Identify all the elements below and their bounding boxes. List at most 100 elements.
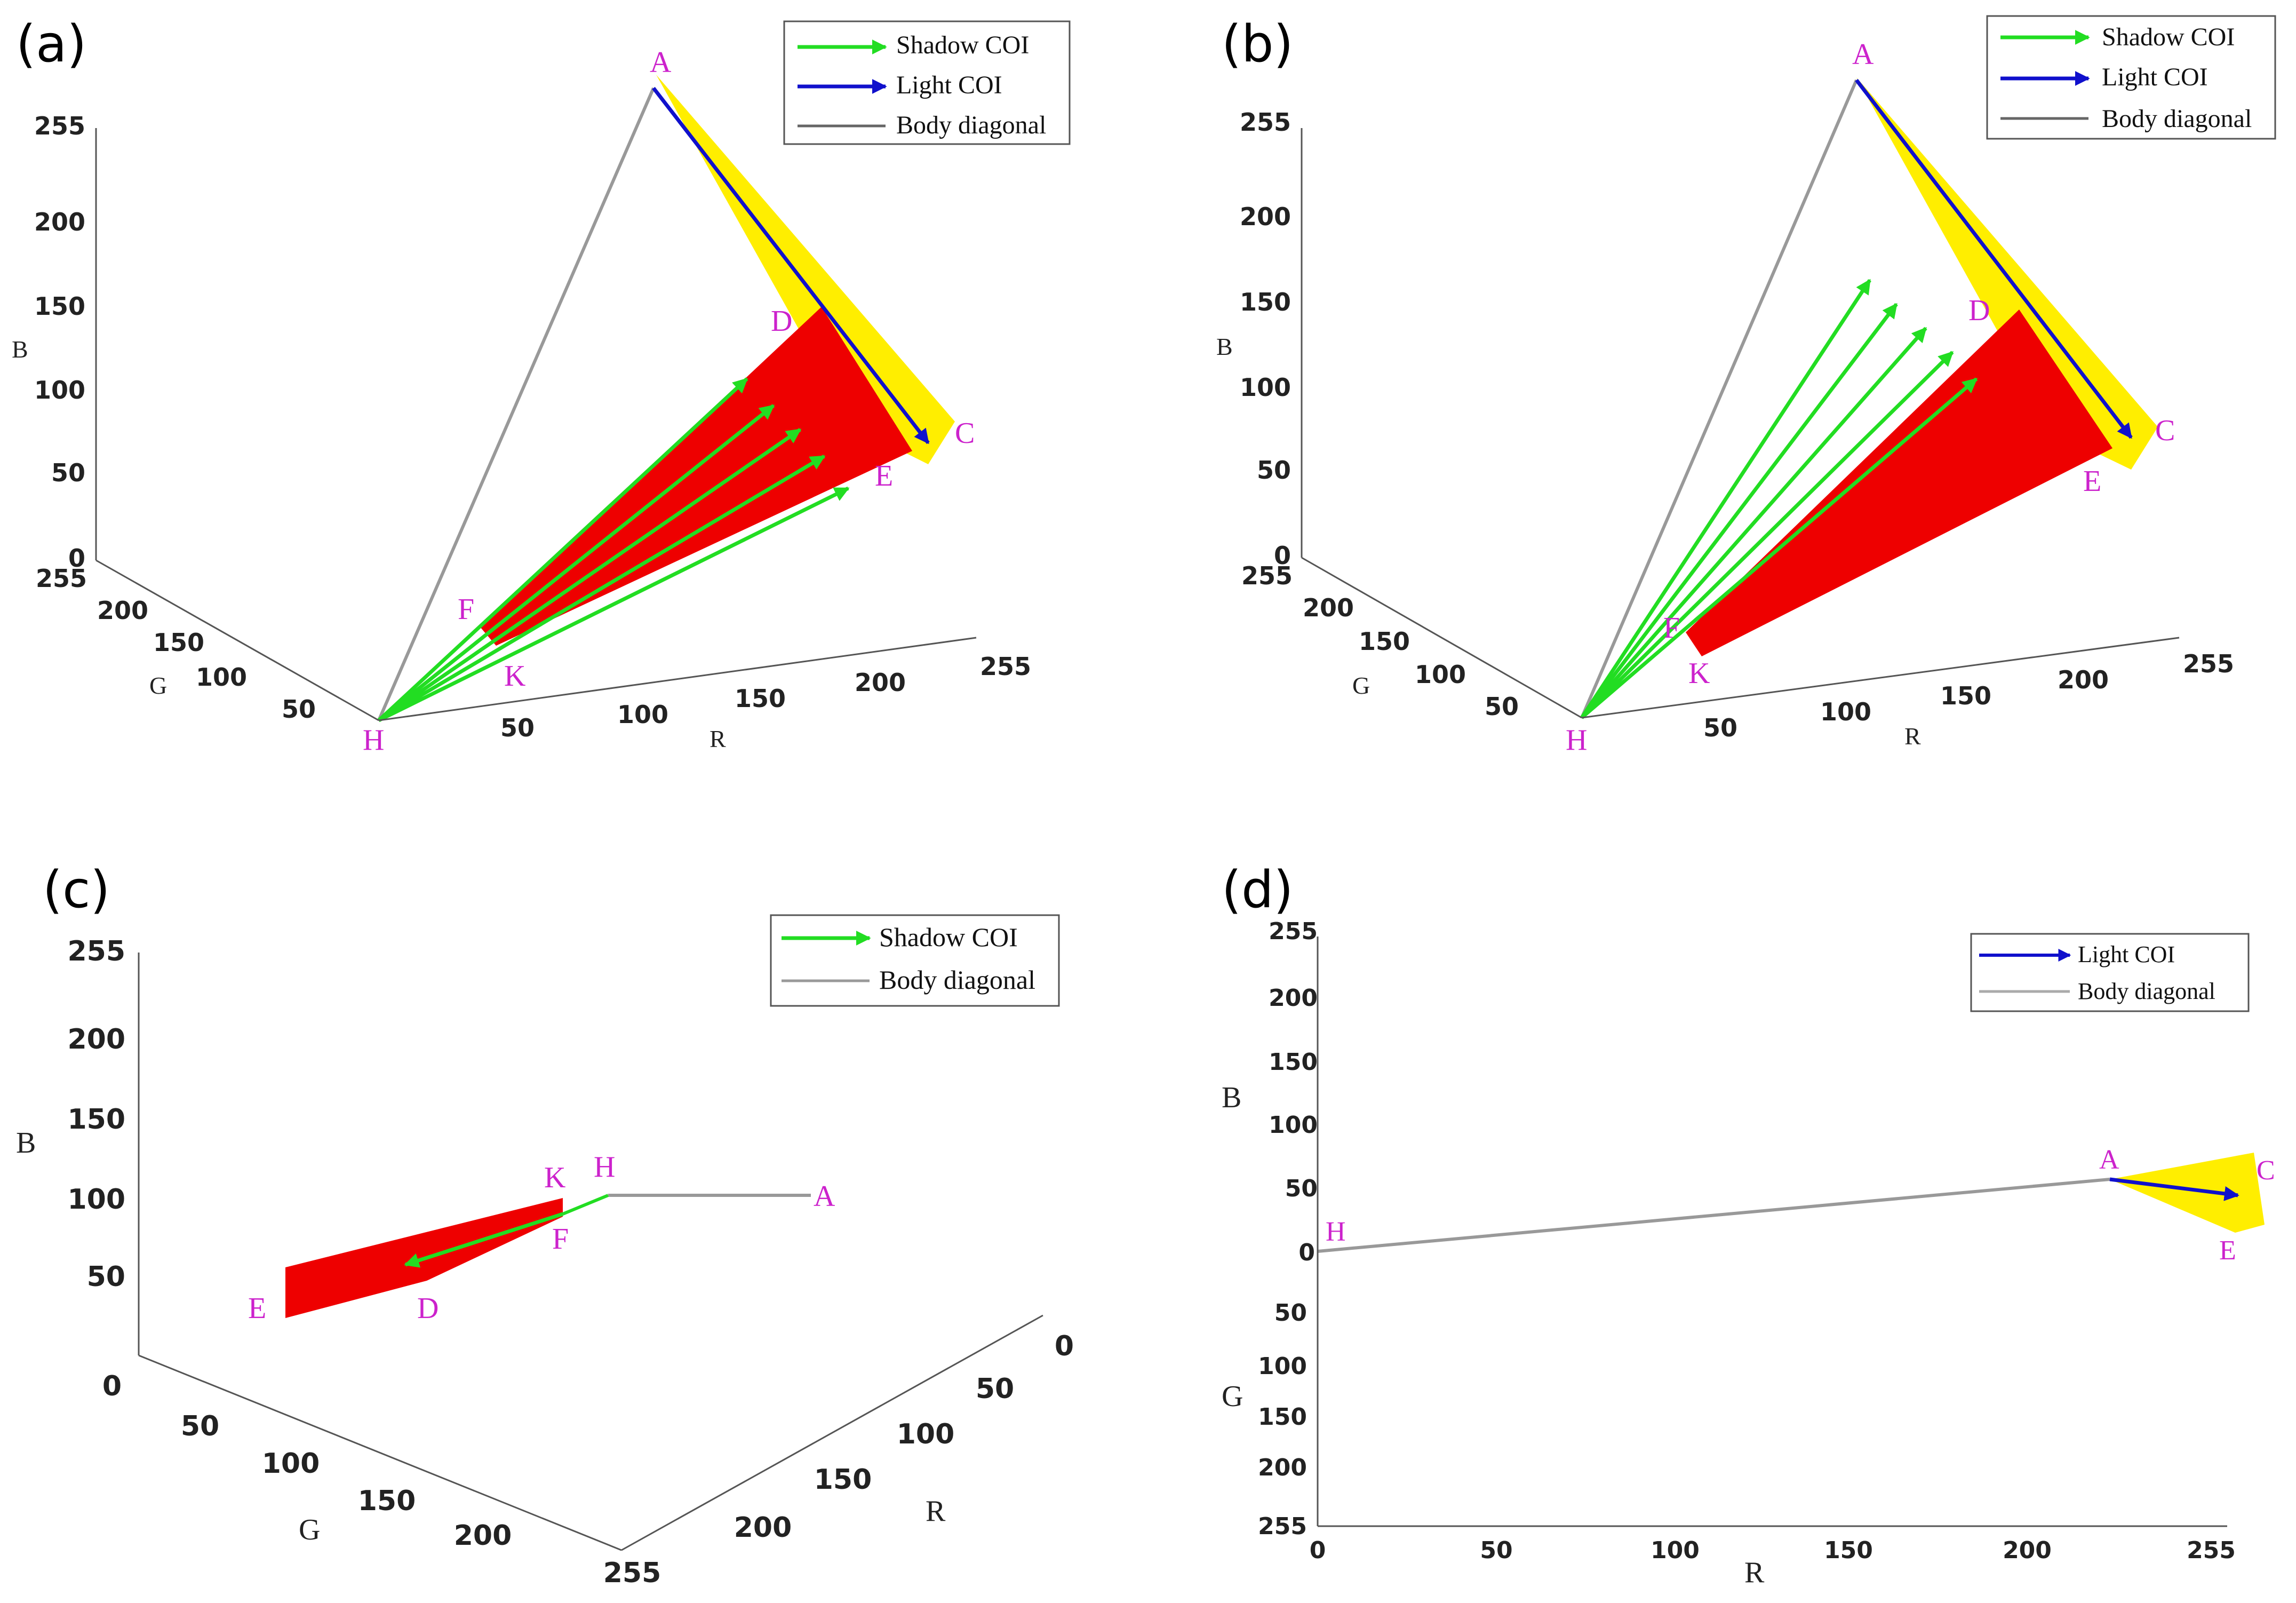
point-label-A: A bbox=[814, 1180, 835, 1213]
panel-d-light-coi bbox=[2109, 1177, 2239, 1201]
panel-a: (a) 0 50 100 150 200 255 B 50 100 150 20… bbox=[12, 15, 1071, 757]
point-label-E: E bbox=[2219, 1235, 2236, 1266]
r-tick-label: 200 bbox=[2058, 665, 2109, 694]
g-tick-label: 100 bbox=[1258, 1353, 1307, 1380]
point-label-D: D bbox=[417, 1292, 439, 1325]
panel-a-g-axis bbox=[95, 559, 379, 721]
g-tick-label: 255 bbox=[36, 564, 87, 593]
r-tick-label: 255 bbox=[2183, 649, 2234, 678]
panel-b-legend: Shadow COI Light COI Body diagonal bbox=[1986, 15, 2276, 140]
legend-label: Body diagonal bbox=[896, 111, 1046, 139]
panel-c-g-axis bbox=[138, 1354, 622, 1551]
panel-d-legend: Light COI Body diagonal bbox=[1970, 933, 2250, 1012]
point-label-C: C bbox=[2155, 414, 2175, 447]
panel-c-g-ticks: 0 50 100 150 200 255 bbox=[102, 1370, 661, 1589]
b-tick-label: 100 bbox=[1240, 373, 1291, 402]
panel-d-label: (d) bbox=[1222, 861, 1293, 919]
legend-label: Light COI bbox=[896, 71, 1002, 99]
panel-b-g-ticks: 50 100 150 200 255 bbox=[1241, 561, 1519, 721]
point-label-D: D bbox=[1968, 294, 1990, 327]
point-label-K: K bbox=[1688, 657, 1710, 690]
panel-d-r-label: R bbox=[1744, 1556, 1765, 1589]
g-tick-label: 255 bbox=[603, 1557, 661, 1589]
panel-d-b-label: B bbox=[1222, 1081, 1241, 1114]
panel-b-label: (b) bbox=[1222, 15, 1293, 74]
g-tick-label: 50 bbox=[1274, 1299, 1307, 1327]
b-tick-label: 200 bbox=[34, 208, 85, 236]
panel-b-shadow-coi bbox=[1580, 377, 1978, 719]
panel-a-shadow-coi bbox=[378, 454, 826, 723]
point-label-H: H bbox=[594, 1150, 615, 1184]
point-label-A: A bbox=[2099, 1145, 2119, 1175]
b-tick-label: 50 bbox=[87, 1261, 125, 1293]
panel-b-g-label: G bbox=[1352, 672, 1370, 699]
r-tick-label: 255 bbox=[2187, 1537, 2236, 1564]
point-label-H: H bbox=[1326, 1217, 1346, 1247]
r-tick-label: 255 bbox=[980, 652, 1031, 681]
r-tick-label: 50 bbox=[1480, 1537, 1512, 1564]
r-tick-label: 150 bbox=[735, 684, 786, 713]
panel-a-legend: Shadow COI Light COI Body diagonal bbox=[783, 20, 1071, 145]
g-tick-label: 200 bbox=[454, 1520, 512, 1552]
g-tick-label: 150 bbox=[1258, 1403, 1307, 1431]
r-tick-label: 50 bbox=[500, 713, 535, 742]
panel-b-shadow-region bbox=[1686, 310, 2112, 656]
point-label-C: C bbox=[955, 417, 975, 450]
g-tick-label: 255 bbox=[1258, 1513, 1307, 1540]
legend-label: Light COI bbox=[2078, 941, 2175, 967]
panel-c-shadow-coi bbox=[404, 1212, 564, 1268]
g-tick-label: 150 bbox=[153, 628, 204, 657]
legend-label: Shadow COI bbox=[879, 922, 1018, 952]
panel-b-g-axis bbox=[1301, 557, 1582, 719]
point-label-A: A bbox=[650, 46, 672, 79]
g-tick-label: 100 bbox=[196, 663, 247, 692]
panel-c-r-ticks: 0 50 100 150 200 bbox=[734, 1330, 1074, 1544]
panel-b-shadow-coi bbox=[1580, 279, 1871, 719]
r-tick-label: 200 bbox=[855, 668, 906, 697]
panel-d-r-ticks: 0 50 100 150 200 255 bbox=[1310, 1537, 2236, 1564]
point-label-K: K bbox=[504, 660, 525, 693]
panel-b-shadow-coi bbox=[1580, 351, 1954, 719]
point-label-F: F bbox=[552, 1223, 569, 1256]
g-tick-label: 200 bbox=[1303, 593, 1354, 622]
r-tick-label: 200 bbox=[2003, 1537, 2052, 1564]
b-tick-label: 100 bbox=[1269, 1112, 1318, 1139]
legend-label: Light COI bbox=[2102, 63, 2208, 91]
panel-a-r-ticks: 50 100 150 200 255 bbox=[500, 652, 1031, 742]
legend-label: Body diagonal bbox=[2102, 105, 2252, 133]
legend-label: Shadow COI bbox=[896, 31, 1029, 59]
panel-a-r-label: R bbox=[709, 725, 726, 752]
r-tick-label: 100 bbox=[1820, 697, 1871, 726]
panel-b-r-axis bbox=[1581, 637, 2180, 719]
panel-c-legend: Shadow COI Body diagonal bbox=[770, 914, 1060, 1007]
point-label-H: H bbox=[363, 724, 384, 757]
panel-a-r-axis bbox=[378, 637, 977, 721]
r-tick-label: 100 bbox=[1651, 1537, 1700, 1564]
panel-a-label: (a) bbox=[16, 15, 86, 74]
g-tick-label: 100 bbox=[262, 1448, 320, 1480]
panel-d-body-diagonal bbox=[1317, 1178, 2110, 1253]
g-tick-label: 200 bbox=[1258, 1454, 1307, 1481]
r-tick-label: 100 bbox=[617, 700, 668, 729]
b-tick-label: 150 bbox=[1240, 288, 1291, 316]
panel-a-light-coi bbox=[652, 86, 930, 445]
panel-d-g-ticks: 50 100 150 200 255 bbox=[1258, 1299, 1307, 1540]
r-tick-label: 0 bbox=[1055, 1330, 1074, 1362]
panel-c-b-ticks: 50 100 150 200 255 bbox=[67, 935, 125, 1293]
g-tick-label: 150 bbox=[1359, 627, 1410, 656]
r-tick-label: 50 bbox=[1703, 713, 1737, 742]
r-tick-label: 100 bbox=[897, 1418, 955, 1450]
r-tick-label: 0 bbox=[1310, 1537, 1326, 1564]
r-tick-label: 150 bbox=[1940, 681, 1991, 710]
point-label-E: E bbox=[2083, 465, 2101, 498]
panel-b-body-diagonal bbox=[1580, 79, 1858, 719]
panel-a-b-label: B bbox=[12, 336, 28, 363]
b-tick-label: 50 bbox=[51, 458, 85, 487]
point-label-D: D bbox=[771, 305, 792, 338]
panel-c-r-axis bbox=[621, 1314, 1043, 1551]
panel-a-shadow-coi bbox=[377, 377, 748, 722]
g-tick-label: 100 bbox=[1415, 660, 1466, 689]
g-tick-label: 50 bbox=[181, 1410, 219, 1442]
b-tick-label: 200 bbox=[67, 1023, 125, 1056]
panel-d: (d) 0 50 100 150 200 255 B 50 100 150 20… bbox=[1222, 861, 2275, 1589]
